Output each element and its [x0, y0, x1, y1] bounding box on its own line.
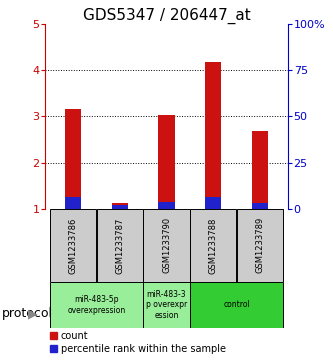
- Text: protocol: protocol: [2, 307, 53, 321]
- Text: control: control: [223, 301, 250, 309]
- Bar: [50, 209, 96, 282]
- Bar: [143, 282, 190, 328]
- Bar: [112, 205, 128, 209]
- Legend: count, percentile rank within the sample: count, percentile rank within the sample: [50, 331, 225, 354]
- Text: GSM1233789: GSM1233789: [255, 217, 264, 273]
- Bar: [158, 202, 175, 209]
- Bar: [112, 203, 128, 209]
- Text: GSM1233786: GSM1233786: [69, 217, 78, 274]
- Bar: [237, 209, 283, 282]
- Bar: [252, 131, 268, 209]
- Text: GSM1233788: GSM1233788: [209, 217, 218, 274]
- Bar: [190, 282, 283, 328]
- Bar: [65, 197, 81, 209]
- Bar: [252, 203, 268, 209]
- Text: GSM1233787: GSM1233787: [115, 217, 124, 274]
- Text: miR-483-3
p overexpr
ession: miR-483-3 p overexpr ession: [146, 290, 187, 320]
- Title: GDS5347 / 206447_at: GDS5347 / 206447_at: [83, 7, 250, 24]
- Bar: [205, 197, 221, 209]
- Bar: [143, 209, 190, 282]
- Bar: [65, 109, 81, 209]
- Bar: [158, 115, 175, 209]
- Text: ▶: ▶: [28, 307, 37, 321]
- Bar: [205, 62, 221, 209]
- Bar: [190, 209, 236, 282]
- Text: GSM1233790: GSM1233790: [162, 217, 171, 273]
- Bar: [97, 209, 143, 282]
- Bar: [50, 282, 143, 328]
- Text: miR-483-5p
overexpression: miR-483-5p overexpression: [67, 295, 126, 315]
